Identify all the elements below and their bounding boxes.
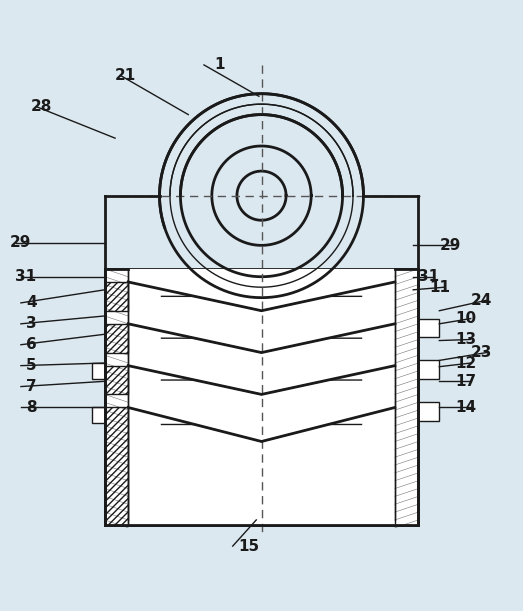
Text: 24: 24	[471, 293, 492, 308]
Text: 21: 21	[115, 68, 136, 83]
Polygon shape	[92, 408, 105, 423]
Text: 7: 7	[26, 379, 37, 394]
Text: 4: 4	[26, 295, 37, 310]
Text: 3: 3	[26, 316, 37, 331]
Polygon shape	[418, 360, 439, 379]
Text: 13: 13	[455, 332, 476, 347]
Polygon shape	[418, 402, 439, 420]
Text: 31: 31	[418, 269, 439, 284]
Polygon shape	[418, 318, 439, 337]
Polygon shape	[105, 269, 418, 525]
Text: 8: 8	[26, 400, 37, 415]
Text: 29: 29	[439, 238, 461, 253]
Polygon shape	[92, 363, 105, 379]
Polygon shape	[105, 324, 128, 353]
Text: 10: 10	[455, 311, 476, 326]
Polygon shape	[105, 282, 128, 311]
Text: 31: 31	[16, 269, 37, 284]
Text: 12: 12	[455, 356, 476, 370]
Text: 28: 28	[31, 99, 52, 114]
Polygon shape	[105, 365, 128, 395]
Text: 1: 1	[214, 57, 225, 73]
Polygon shape	[105, 269, 418, 525]
Text: 6: 6	[26, 337, 37, 352]
Text: 17: 17	[455, 374, 476, 389]
Text: 15: 15	[238, 538, 259, 554]
Text: 23: 23	[471, 345, 492, 360]
Polygon shape	[105, 408, 128, 525]
Text: 14: 14	[455, 400, 476, 415]
Text: 29: 29	[10, 235, 31, 251]
Text: 5: 5	[26, 358, 37, 373]
Text: 11: 11	[429, 280, 450, 295]
